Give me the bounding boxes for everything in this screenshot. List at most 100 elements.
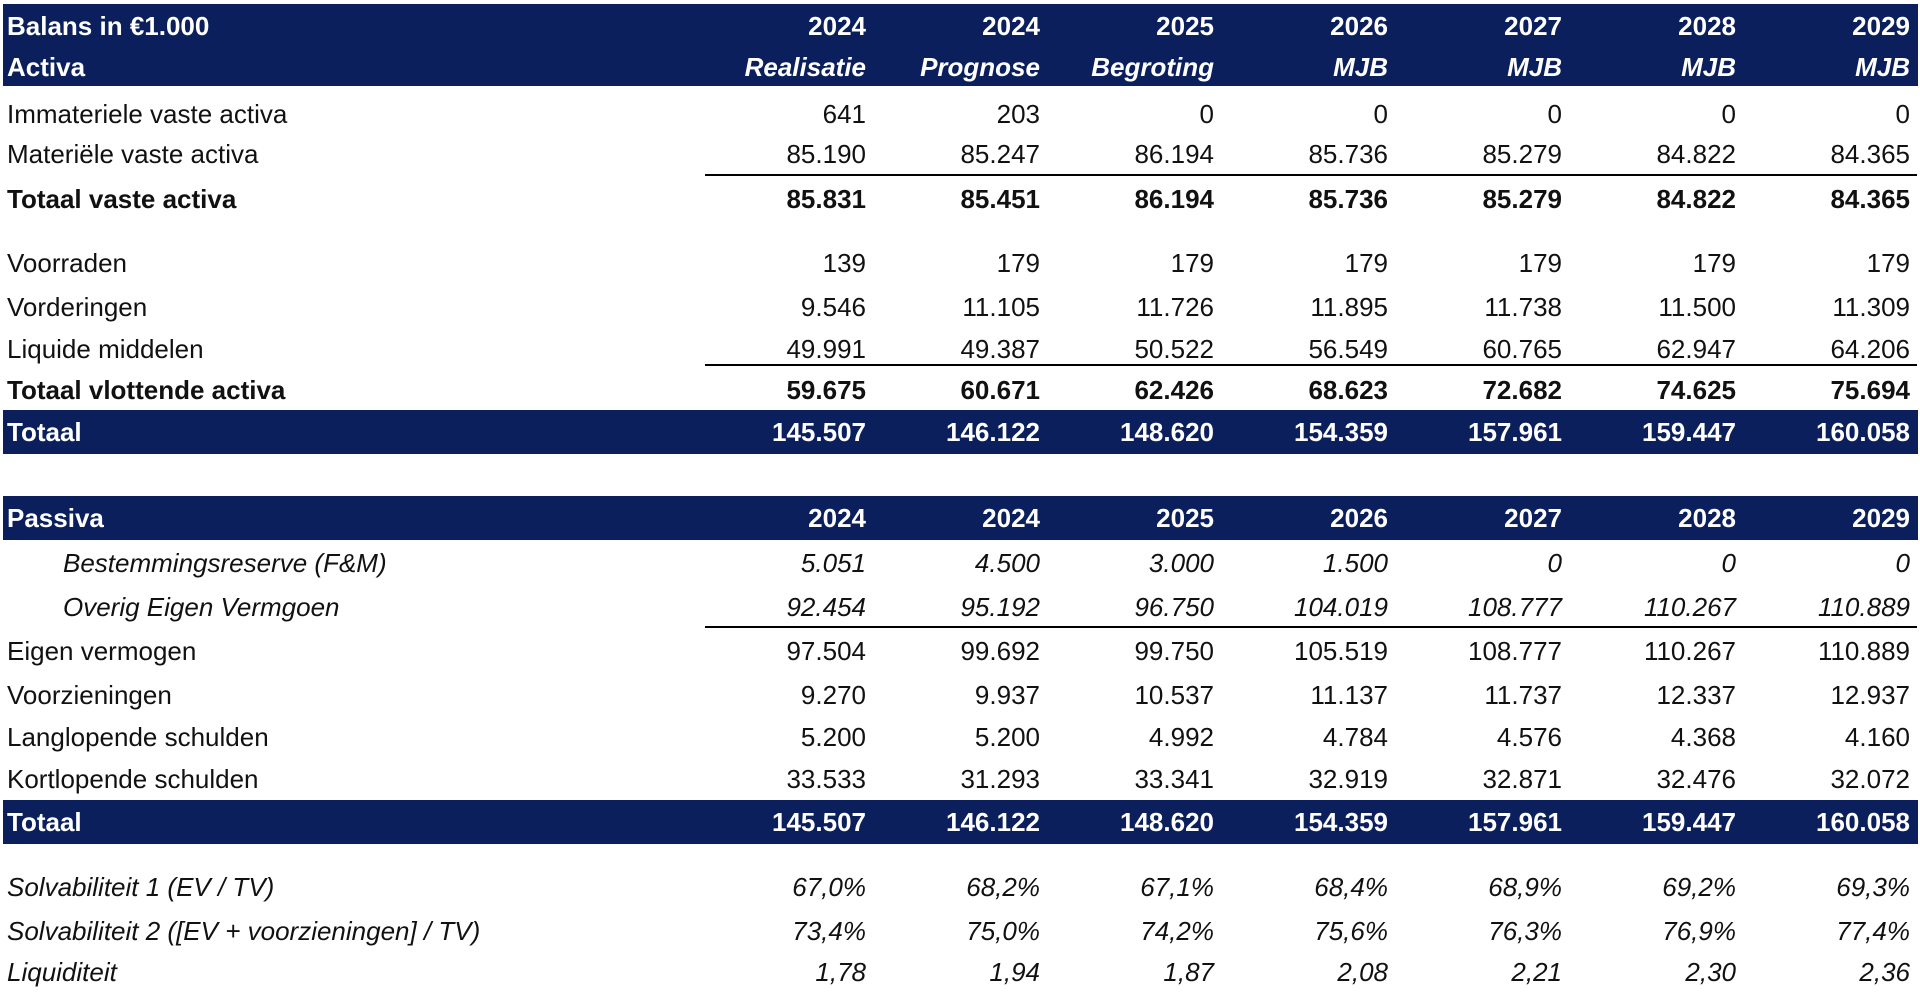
ratio-row: Liquiditeit 1,78 1,94 1,87 2,08 2,21 2,3… xyxy=(3,952,1918,992)
value-cell: 2,08 xyxy=(1337,956,1388,987)
row-label: Immateriele vaste activa xyxy=(7,98,288,129)
header-type: MJB xyxy=(1855,51,1910,82)
value-cell: 1,94 xyxy=(989,956,1040,987)
value-cell: 110.889 xyxy=(1817,591,1910,622)
value-cell: 10.537 xyxy=(1134,679,1214,710)
value-cell: 1,87 xyxy=(1163,956,1214,987)
value-cell: 75,0% xyxy=(966,915,1040,946)
value-cell: 1.500 xyxy=(1322,547,1388,578)
table-row: Kortlopende schulden 33.533 31.293 33.34… xyxy=(3,758,1918,800)
value-cell: 86.194 xyxy=(1134,138,1214,169)
value-cell: 33.533 xyxy=(786,763,866,794)
header-year: 2028 xyxy=(1678,502,1736,533)
value-cell: 77,4% xyxy=(1836,915,1910,946)
activa-header-type-row: Activa Realisatie Prognose Begroting MJB… xyxy=(3,48,1918,86)
value-cell: 179 xyxy=(1866,247,1910,278)
value-cell: 68,2% xyxy=(966,871,1040,902)
table-row: Bestemmingsreserve (F&M) 5.051 4.500 3.0… xyxy=(3,542,1918,584)
value-cell: 0 xyxy=(1547,547,1562,578)
header-year: 2024 xyxy=(808,10,866,41)
activa-header-years-row: Balans in €1.000 2024 2024 2025 2026 202… xyxy=(3,4,1918,48)
header-type: Begroting xyxy=(1091,51,1214,82)
value-cell: 85.831 xyxy=(786,183,866,214)
value-cell: 74,2% xyxy=(1140,915,1214,946)
value-cell: 11.137 xyxy=(1310,679,1388,710)
value-cell: 146.122 xyxy=(946,806,1040,837)
value-cell: 85.736 xyxy=(1308,183,1388,214)
header-year: 2027 xyxy=(1504,502,1562,533)
value-cell: 108.777 xyxy=(1468,591,1562,622)
ratio-row: Solvabiliteit 1 (EV / TV) 67,0% 68,2% 67… xyxy=(3,866,1918,908)
row-label: Kortlopende schulden xyxy=(7,763,259,794)
table-row: Liquide middelen 49.991 49.387 50.522 56… xyxy=(3,328,1918,370)
value-cell: 148.620 xyxy=(1120,806,1214,837)
value-cell: 32.871 xyxy=(1482,763,1562,794)
row-label: Totaal vlottende activa xyxy=(7,374,286,405)
activa-total-row: Totaal 145.507 146.122 148.620 154.359 1… xyxy=(3,410,1918,454)
value-cell: 110.267 xyxy=(1643,635,1736,666)
value-cell: 145.507 xyxy=(772,806,866,837)
row-label: Solvabiliteit 2 ([EV + voorzieningen] / … xyxy=(7,915,481,946)
header-type: MJB xyxy=(1333,51,1388,82)
value-cell: 4.784 xyxy=(1322,721,1388,752)
passiva-total-row: Totaal 145.507 146.122 148.620 154.359 1… xyxy=(3,800,1918,844)
value-cell: 4.368 xyxy=(1670,721,1736,752)
value-cell: 32.919 xyxy=(1308,763,1388,794)
value-cell: 11.738 xyxy=(1484,291,1562,322)
subtotal-divider xyxy=(705,174,1917,176)
value-cell: 5.051 xyxy=(800,547,866,578)
value-cell: 0 xyxy=(1199,98,1214,129)
value-cell: 60.671 xyxy=(960,374,1040,405)
value-cell: 179 xyxy=(1170,247,1214,278)
header-year: 2029 xyxy=(1852,10,1910,41)
value-cell: 84.822 xyxy=(1656,138,1736,169)
value-cell: 84.365 xyxy=(1830,138,1910,169)
header-year: 2025 xyxy=(1156,502,1214,533)
value-cell: 60.765 xyxy=(1482,333,1562,364)
value-cell: 68,9% xyxy=(1488,871,1562,902)
row-label: Totaal xyxy=(7,416,82,447)
value-cell: 85.247 xyxy=(960,138,1040,169)
value-cell: 110.889 xyxy=(1817,635,1910,666)
value-cell: 179 xyxy=(1518,247,1562,278)
row-label: Materiële vaste activa xyxy=(7,138,259,169)
value-cell: 76,9% xyxy=(1662,915,1736,946)
value-cell: 99.750 xyxy=(1134,635,1214,666)
value-cell: 0 xyxy=(1373,98,1388,129)
value-cell: 108.777 xyxy=(1468,635,1562,666)
header-year: 2029 xyxy=(1852,502,1910,533)
subtotal-divider xyxy=(705,626,1917,628)
header-type: Prognose xyxy=(920,51,1040,82)
value-cell: 86.194 xyxy=(1134,183,1214,214)
value-cell: 62.426 xyxy=(1134,374,1214,405)
row-label: Bestemmingsreserve (F&M) xyxy=(63,547,387,578)
value-cell: 75,6% xyxy=(1314,915,1388,946)
value-cell: 33.341 xyxy=(1134,763,1214,794)
value-cell: 3.000 xyxy=(1148,547,1214,578)
subtotal-row: Totaal vaste activa 85.831 85.451 86.194… xyxy=(3,178,1918,220)
table-row: Immateriele vaste activa 641 203 0 0 0 0… xyxy=(3,94,1918,134)
value-cell: 68.623 xyxy=(1308,374,1388,405)
value-cell: 105.519 xyxy=(1294,635,1388,666)
value-cell: 11.500 xyxy=(1658,291,1736,322)
value-cell: 76,3% xyxy=(1488,915,1562,946)
table-row: Voorraden 139 179 179 179 179 179 179 xyxy=(3,242,1918,284)
value-cell: 154.359 xyxy=(1294,806,1388,837)
value-cell: 0 xyxy=(1721,98,1736,129)
value-cell: 99.692 xyxy=(960,635,1040,666)
value-cell: 160.058 xyxy=(1816,806,1910,837)
header-type: MJB xyxy=(1681,51,1736,82)
subtotal-row: Totaal vlottende activa 59.675 60.671 62… xyxy=(3,370,1918,410)
value-cell: 154.359 xyxy=(1294,416,1388,447)
header-year: 2027 xyxy=(1504,10,1562,41)
value-cell: 11.895 xyxy=(1310,291,1388,322)
row-label: Voorzieningen xyxy=(7,679,172,710)
value-cell: 4.576 xyxy=(1496,721,1562,752)
table-row: Vorderingen 9.546 11.105 11.726 11.895 1… xyxy=(3,286,1918,328)
value-cell: 32.072 xyxy=(1830,763,1910,794)
value-cell: 59.675 xyxy=(786,374,866,405)
value-cell: 4.992 xyxy=(1148,721,1214,752)
value-cell: 69,3% xyxy=(1836,871,1910,902)
value-cell: 11.309 xyxy=(1832,291,1910,322)
